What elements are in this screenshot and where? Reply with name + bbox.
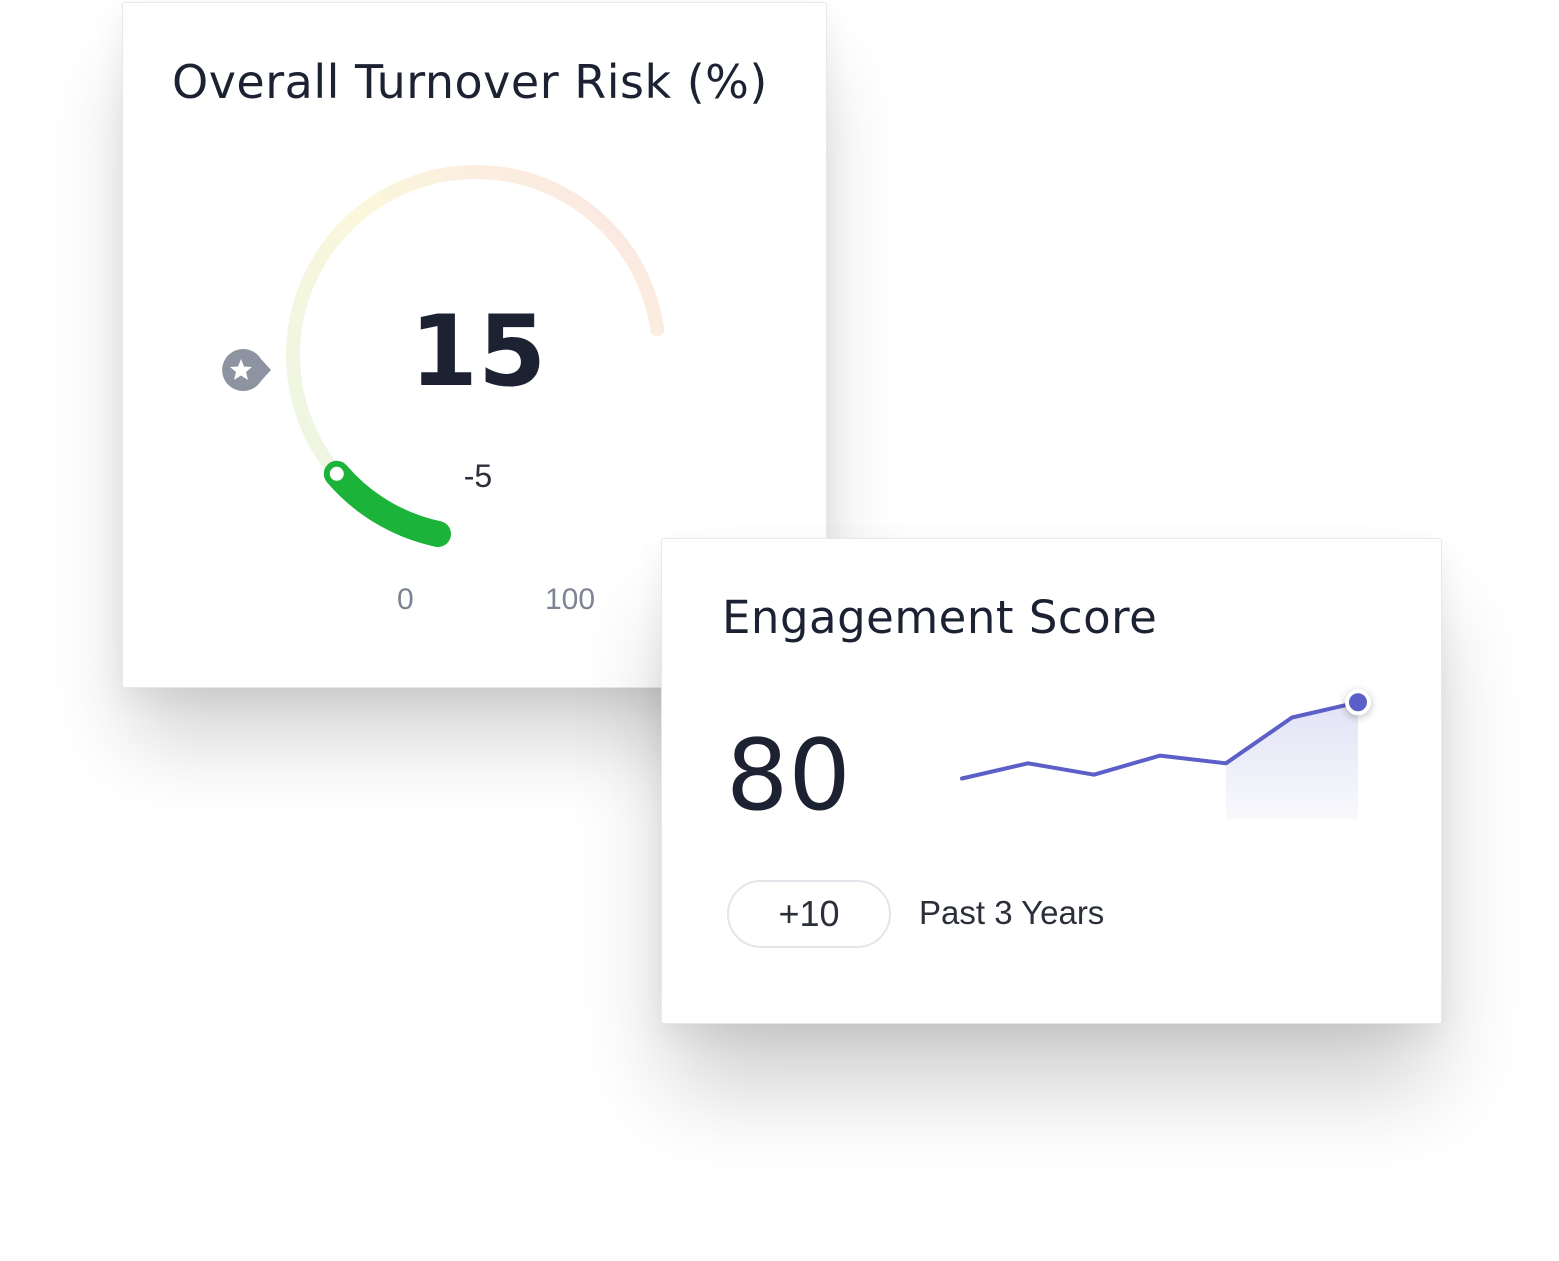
- engagement-score-title: Engagement Score: [722, 591, 1158, 644]
- engagement-sparkline: [960, 689, 1371, 819]
- engagement-score-value: 80: [726, 719, 851, 833]
- engagement-period-label: Past 3 Years: [919, 894, 1105, 931]
- gauge-fill: [323, 460, 451, 547]
- turnover-risk-title: Overall Turnover Risk (%): [172, 55, 768, 109]
- sparkline-line: [960, 700, 1360, 781]
- turnover-risk-card: Overall Turnover Risk (%) 15 -5 0 100: [122, 2, 827, 688]
- star-badge-icon: [222, 348, 271, 391]
- turnover-risk-value: 15: [409, 295, 547, 409]
- gauge-max-label: 100: [545, 583, 596, 616]
- turnover-gauge: [285, 165, 665, 547]
- turnover-risk-change: -5: [463, 458, 493, 494]
- gauge-knob: [329, 466, 344, 481]
- sparkline-area: [1226, 702, 1358, 819]
- sparkline-point: [1345, 689, 1371, 716]
- gauge-min-label: 0: [397, 583, 414, 616]
- engagement-change-badge: +10: [727, 880, 891, 948]
- engagement-score-card: Engagement Score 80 +10 Past 3 Years: [661, 538, 1442, 1024]
